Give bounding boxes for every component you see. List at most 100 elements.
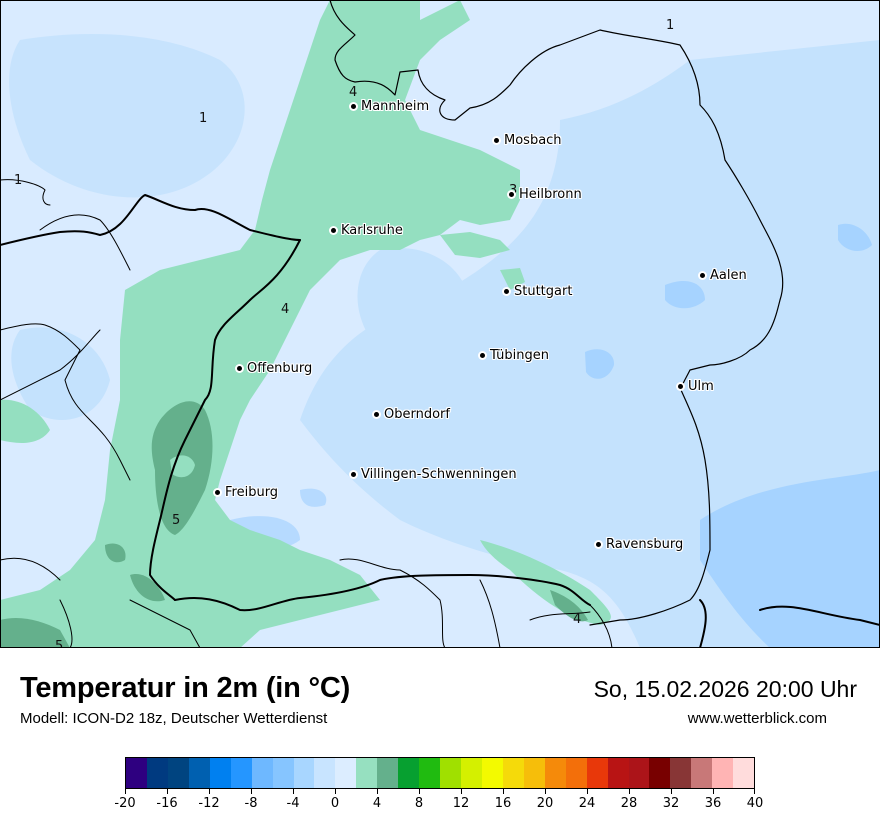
colorbar-segment [481, 758, 503, 788]
city-label: Ravensburg [606, 536, 684, 552]
contour-label: 4 [349, 85, 358, 100]
colorbar-tick-label: 24 [578, 796, 596, 811]
colorbar-tick-label: 32 [662, 796, 680, 811]
city-dot-icon [351, 471, 356, 477]
contour-label: 5 [55, 639, 64, 648]
colorbar-tick [293, 789, 294, 794]
map-canvas [0, 0, 880, 648]
colorbar-tick [461, 789, 462, 794]
city-marker-stuttgart: Stuttgart [504, 283, 572, 299]
colorbar-tick-label: 20 [536, 796, 554, 811]
city-marker-villingen-schwenningen: Villingen-Schwenningen [351, 466, 517, 482]
colorbar-segment [251, 758, 273, 788]
colorbar-tick-label: -20 [114, 796, 136, 811]
city-label: Tübingen [490, 347, 549, 363]
colorbar-segment [146, 758, 168, 788]
colorbar-tick [545, 789, 546, 794]
city-dot-icon [237, 365, 242, 371]
colorbar-segment [502, 758, 524, 788]
city-marker-ulm: Ulm [678, 378, 714, 394]
colorbar-tick [629, 789, 630, 794]
colorbar-segment [628, 758, 650, 788]
city-dot-icon [504, 288, 509, 294]
colorbar-segment [691, 758, 713, 788]
colorbar-segment [188, 758, 210, 788]
city-label: Offenburg [247, 360, 313, 376]
city-marker-oberndorf: Oberndorf [374, 406, 450, 422]
colorbar-tick [251, 789, 252, 794]
city-marker-freiburg: Freiburg [215, 484, 278, 500]
colorbar-segment [565, 758, 587, 788]
city-marker-karlsruhe: Karlsruhe [331, 222, 403, 238]
city-label: Aalen [710, 267, 747, 283]
colorbar-segment [607, 758, 629, 788]
colorbar-tick [587, 789, 588, 794]
city-dot-icon [331, 227, 336, 233]
colorbar-tick [209, 789, 210, 794]
city-label: Oberndorf [384, 406, 450, 422]
colorbar-tick [335, 789, 336, 794]
city-label: Freiburg [225, 484, 279, 500]
colorbar-segment [356, 758, 378, 788]
colorbar-segment [167, 758, 189, 788]
city-dot-icon [494, 137, 499, 143]
contour-label: 4 [573, 612, 582, 627]
contour-label: 1 [199, 111, 208, 126]
city-dot-icon [215, 489, 220, 495]
colorbar-tick-label: 12 [452, 796, 470, 811]
city-dot-icon [509, 191, 514, 197]
forecast-datetime: So, 15.02.2026 20:00 Uhr [593, 676, 857, 702]
colorbar-segment [461, 758, 482, 788]
city-dot-icon [351, 103, 356, 109]
colorbar-tick-label: -4 [286, 796, 300, 811]
city-marker-mannheim: Mannheim [351, 98, 429, 114]
colorbar-tick [419, 789, 420, 794]
colorbar-tick [713, 789, 714, 794]
website-link: www.wetterblick.com [687, 710, 827, 727]
colorbar-tick-label: 0 [330, 796, 340, 811]
city-dot-icon [678, 383, 683, 389]
colorbar-segment [272, 758, 294, 788]
colorbar-segment [586, 758, 608, 788]
city-label: Karlsruhe [341, 222, 403, 238]
colorbar-segment [230, 758, 252, 788]
colorbar-segment [649, 758, 671, 788]
colorbar-segment [314, 758, 336, 788]
colorbar-tick-label: 40 [746, 796, 764, 811]
city-label: Mosbach [504, 132, 562, 148]
city-label: Ulm [688, 378, 714, 394]
colorbar-tick [503, 789, 504, 794]
city-dot-icon [596, 541, 601, 547]
city-label: Mannheim [361, 98, 430, 114]
colorbar-tick-label: 4 [372, 796, 382, 811]
contour-label: 1 [666, 18, 675, 33]
contour-label: 3 [509, 183, 518, 198]
city-label: Stuttgart [514, 283, 573, 299]
model-subtitle: Modell: ICON-D2 18z, Deutscher Wetterdie… [20, 710, 328, 727]
colorbar-tick-label: 16 [494, 796, 512, 811]
colorbar-segment [126, 758, 147, 788]
colorbar-segment [440, 758, 461, 788]
colorbar-tick [125, 789, 126, 794]
city-dot-icon [480, 352, 485, 358]
colorbar-ticks: -20 -16 -12 -8 -4 0 4 8 12 16 20 24 28 32 36 40 [114, 789, 763, 813]
city-marker-aalen: Aalen [700, 267, 747, 283]
colorbar-tick [377, 789, 378, 794]
colorbar-tick-label: 8 [414, 796, 424, 811]
colorbar-tick-label: 36 [704, 796, 722, 811]
contour-label: 5 [172, 513, 181, 528]
city-label: Heilbronn [519, 186, 582, 202]
city-label: Villingen-Schwenningen [361, 466, 517, 482]
colorbar-tick [671, 789, 672, 794]
colorbar-tick-label: 28 [620, 796, 638, 811]
colorbar-segment [544, 758, 566, 788]
colorbar-tick-label: -12 [198, 796, 220, 811]
city-dot-icon [700, 272, 705, 278]
colorbar-tick-label: -16 [156, 796, 178, 811]
colorbar-segment [712, 758, 734, 788]
city-marker-offenburg: Offenburg [237, 360, 312, 376]
city-marker-mosbach: Mosbach [494, 132, 562, 148]
city-marker-tuebingen: Tübingen [480, 347, 549, 363]
temperature-map: 1 1 1 4 3 4 5 4 5 Mannheim Mosbach Heilb… [0, 0, 880, 648]
city-marker-ravensburg: Ravensburg [596, 536, 683, 552]
